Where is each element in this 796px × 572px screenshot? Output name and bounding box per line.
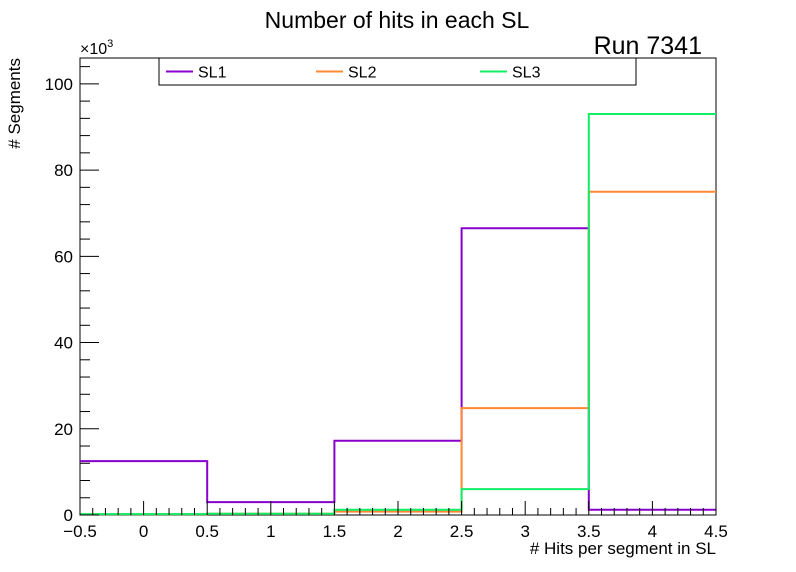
legend-label-sl3: SL3 [512, 65, 541, 82]
x-tick-label: 3.5 [577, 522, 601, 541]
y-tick-label: 40 [54, 334, 73, 353]
legend-label-sl1: SL1 [198, 65, 227, 82]
series-line-sl1 [80, 227, 716, 511]
y-tick-label: 60 [54, 247, 73, 266]
y-axis-label: # Segments [5, 58, 24, 149]
x-axis-label: # Hits per segment in SL [530, 539, 716, 558]
legend-box [158, 57, 637, 86]
x-tick-label: 1 [266, 522, 275, 541]
series-line-sl2 [80, 190, 716, 516]
legend-label-sl2: SL2 [348, 65, 377, 82]
series-line-sl3 [80, 113, 716, 516]
y-tick-label: 20 [54, 420, 73, 439]
x-tick-label: 1.5 [323, 522, 347, 541]
y-tick-label: 80 [54, 161, 73, 180]
plot-frame [79, 57, 717, 516]
x-tick-label: 2.5 [450, 522, 474, 541]
x-tick-label: 0.5 [195, 522, 219, 541]
y-axis-multiplier: ×103 [80, 38, 113, 58]
chart-title: Number of hits in each SL [265, 7, 530, 33]
run-label: Run 7341 [594, 32, 702, 60]
y-tick-label: 100 [45, 75, 73, 94]
y-tick-label: 0 [64, 506, 73, 525]
x-tick-label: 4 [648, 522, 657, 541]
x-tick-label: −0.5 [63, 522, 97, 541]
x-tick-label: 2 [393, 522, 402, 541]
x-tick-label: 3 [520, 522, 529, 541]
x-tick-label: 0 [139, 522, 148, 541]
x-tick-label: 4.5 [704, 522, 728, 541]
